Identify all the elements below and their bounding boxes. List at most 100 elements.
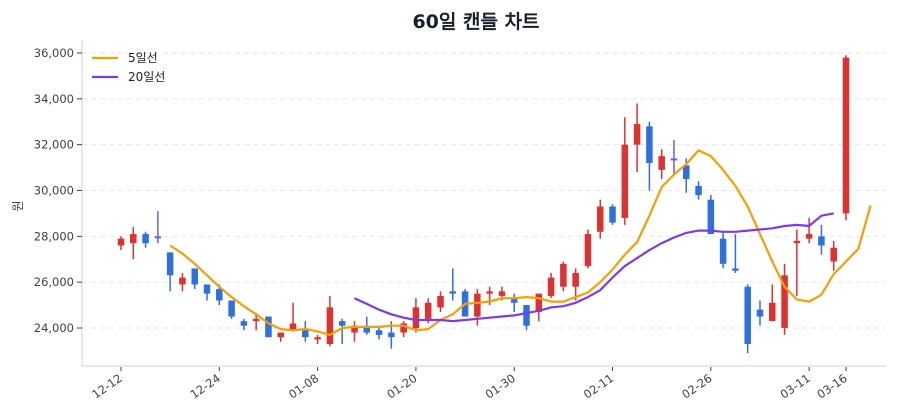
x-tick-label: 01-08 (286, 371, 321, 402)
candle-body (375, 330, 383, 335)
candle (142, 231, 149, 248)
candle (240, 318, 248, 331)
ma20-line (354, 212, 834, 323)
candle (510, 293, 518, 312)
candle (732, 234, 739, 273)
candle-body (781, 275, 788, 328)
candle-body (842, 57, 850, 214)
x-tick-label: 03-11 (777, 371, 812, 402)
candle (670, 140, 678, 175)
candle-body (769, 302, 776, 322)
candle (314, 334, 321, 345)
candle (547, 273, 555, 299)
candle-body (400, 323, 407, 333)
candle (646, 121, 653, 191)
x-tick-label: 12-12 (89, 371, 124, 402)
candle-body (449, 291, 457, 294)
candle (252, 314, 260, 331)
candle-body (670, 158, 678, 161)
y-tick-label: 32,000 (34, 138, 74, 152)
candle-body (572, 273, 579, 287)
candle-body (338, 321, 346, 326)
candle-body (830, 247, 837, 262)
candle-body (142, 234, 149, 244)
candle (179, 273, 186, 292)
candle-body (179, 277, 186, 285)
ma5-line (169, 149, 872, 336)
candle (363, 316, 371, 335)
candle-body (289, 323, 297, 331)
candle-body (756, 309, 764, 317)
candle (658, 149, 665, 180)
candle-body (695, 185, 702, 196)
axes (81, 40, 886, 367)
candle (719, 231, 727, 269)
candle (609, 204, 616, 225)
candle-body (596, 206, 604, 232)
candle-body (646, 126, 653, 163)
candle-body (805, 234, 813, 239)
legend-label-ma20: 20일선 (128, 70, 165, 84)
candle (818, 224, 825, 255)
candle-body (744, 286, 751, 345)
candle-body (621, 144, 629, 218)
x-tick-label: 01-30 (483, 371, 518, 402)
x-tick-label: 03-16 (814, 371, 849, 402)
x-axis-ticks: 12-12 12-24 01-08 01-20 01-30 02-11 02-26 03-11… (89, 367, 850, 402)
candle (830, 240, 837, 271)
x-tick-label: 01-20 (384, 371, 419, 402)
candle (584, 229, 592, 269)
candle (437, 291, 444, 312)
candle-body (523, 305, 530, 326)
candle-body (818, 236, 825, 246)
candle-body (474, 293, 481, 317)
candle-body (363, 325, 371, 333)
candle-body (216, 289, 223, 301)
candle (265, 316, 272, 338)
candle-body (498, 291, 506, 296)
y-tick-label: 24,000 (34, 321, 74, 335)
candle-body (252, 318, 260, 322)
y-tick-label: 36,000 (34, 46, 74, 60)
candle-body (228, 300, 235, 317)
candle (400, 321, 407, 338)
candle-body (277, 332, 284, 338)
candles (117, 55, 850, 354)
candle-body (130, 234, 137, 244)
candle-body (154, 236, 162, 239)
candle (289, 302, 297, 331)
candle (166, 252, 174, 292)
moving-average-lines (169, 149, 872, 336)
candle-body (191, 268, 198, 285)
candle-body (732, 268, 739, 271)
candle (572, 268, 579, 301)
y-axis-ticks: 24,000 26,000 28,000 30,000 32,000 34,000 36,0… (34, 46, 82, 335)
chart-title: 60일 캔들 차트 (412, 11, 539, 33)
candle (351, 321, 358, 342)
candle (756, 300, 764, 326)
x-tick-label: 02-11 (581, 371, 616, 402)
y-tick-label: 34,000 (34, 92, 74, 106)
candle (842, 55, 850, 221)
candle-body (437, 295, 444, 308)
candle-body (560, 263, 567, 287)
candle-body (351, 325, 358, 333)
candle (277, 332, 284, 342)
candle-body (683, 165, 690, 180)
y-axis-label: 원 (11, 200, 25, 211)
candle (523, 305, 530, 331)
candle-body (535, 293, 543, 312)
candle-body (424, 302, 432, 319)
candle (805, 218, 813, 244)
x-tick-label: 02-26 (679, 371, 714, 402)
candle-body (326, 307, 334, 345)
candle (412, 298, 420, 333)
candle-body (486, 291, 493, 294)
candle-body (117, 238, 125, 246)
candle (793, 229, 801, 296)
candle (621, 117, 629, 225)
gridlines (82, 52, 886, 329)
candle-body (302, 330, 309, 338)
